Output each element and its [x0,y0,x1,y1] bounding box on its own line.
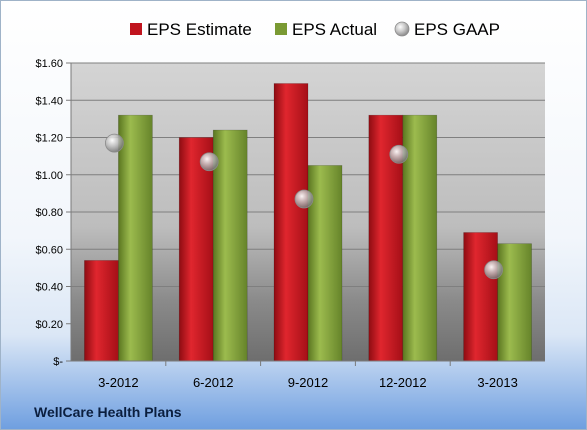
bar-eps-actual [307,165,343,362]
bar-eps-actual [402,114,438,362]
bars [84,83,532,362]
marker-eps-gaap [199,152,219,172]
legend-label-estimate: EPS Estimate [147,20,252,39]
y-tick-label: $0.40 [35,282,63,294]
legend-label-actual: EPS Actual [292,20,377,39]
x-axis-ticks: 3-2012 6-2012 9-2012 12-2012 3-2013 [98,361,518,390]
y-tick-label: $0.80 [35,207,63,219]
y-tick-label: $1.60 [35,58,63,70]
marker-eps-gaap [105,133,124,153]
legend-swatch-actual [275,23,287,35]
bar-eps-actual [497,243,532,362]
y-tick-label: $- [53,356,63,368]
marker-eps-gaap [389,144,409,164]
gaap-markers [105,133,504,280]
bar-eps-actual [212,129,248,362]
bar-eps-estimate [84,260,119,362]
bar-eps-estimate [273,83,309,362]
marker-eps-gaap [484,260,504,280]
legend: EPS Estimate EPS Actual EPS GAAP [130,20,500,39]
x-tick-label: 6-2012 [193,375,233,390]
y-tick-label: $0.60 [35,244,63,256]
legend-swatch-gaap [394,21,410,37]
x-tick-label: 9-2012 [288,375,328,390]
y-tick-label: $0.20 [35,319,63,331]
x-tick-label: 3-2013 [477,375,517,390]
legend-item-actual[interactable]: EPS Actual [275,20,377,39]
bar-eps-estimate [463,232,498,362]
company-label: WellCare Health Plans [34,404,182,420]
bar-eps-actual [118,114,153,362]
legend-swatch-estimate [130,23,142,35]
x-tick-label: 3-2012 [98,375,138,390]
y-tick-label: $1.20 [35,133,63,145]
y-tick-label: $1.00 [35,170,63,182]
legend-item-gaap[interactable]: EPS GAAP [394,20,500,39]
bar-eps-estimate [178,137,214,362]
legend-label-gaap: EPS GAAP [414,20,500,39]
x-tick-label: 12-2012 [379,375,427,390]
y-axis-ticks: $- $0.20 $0.40 $0.60 $0.80 $1.00 $1.20 $1.40 $1.… [35,58,71,368]
marker-eps-gaap [294,189,314,209]
y-tick-label: $1.40 [35,95,63,107]
legend-item-estimate[interactable]: EPS Estimate [130,20,252,39]
